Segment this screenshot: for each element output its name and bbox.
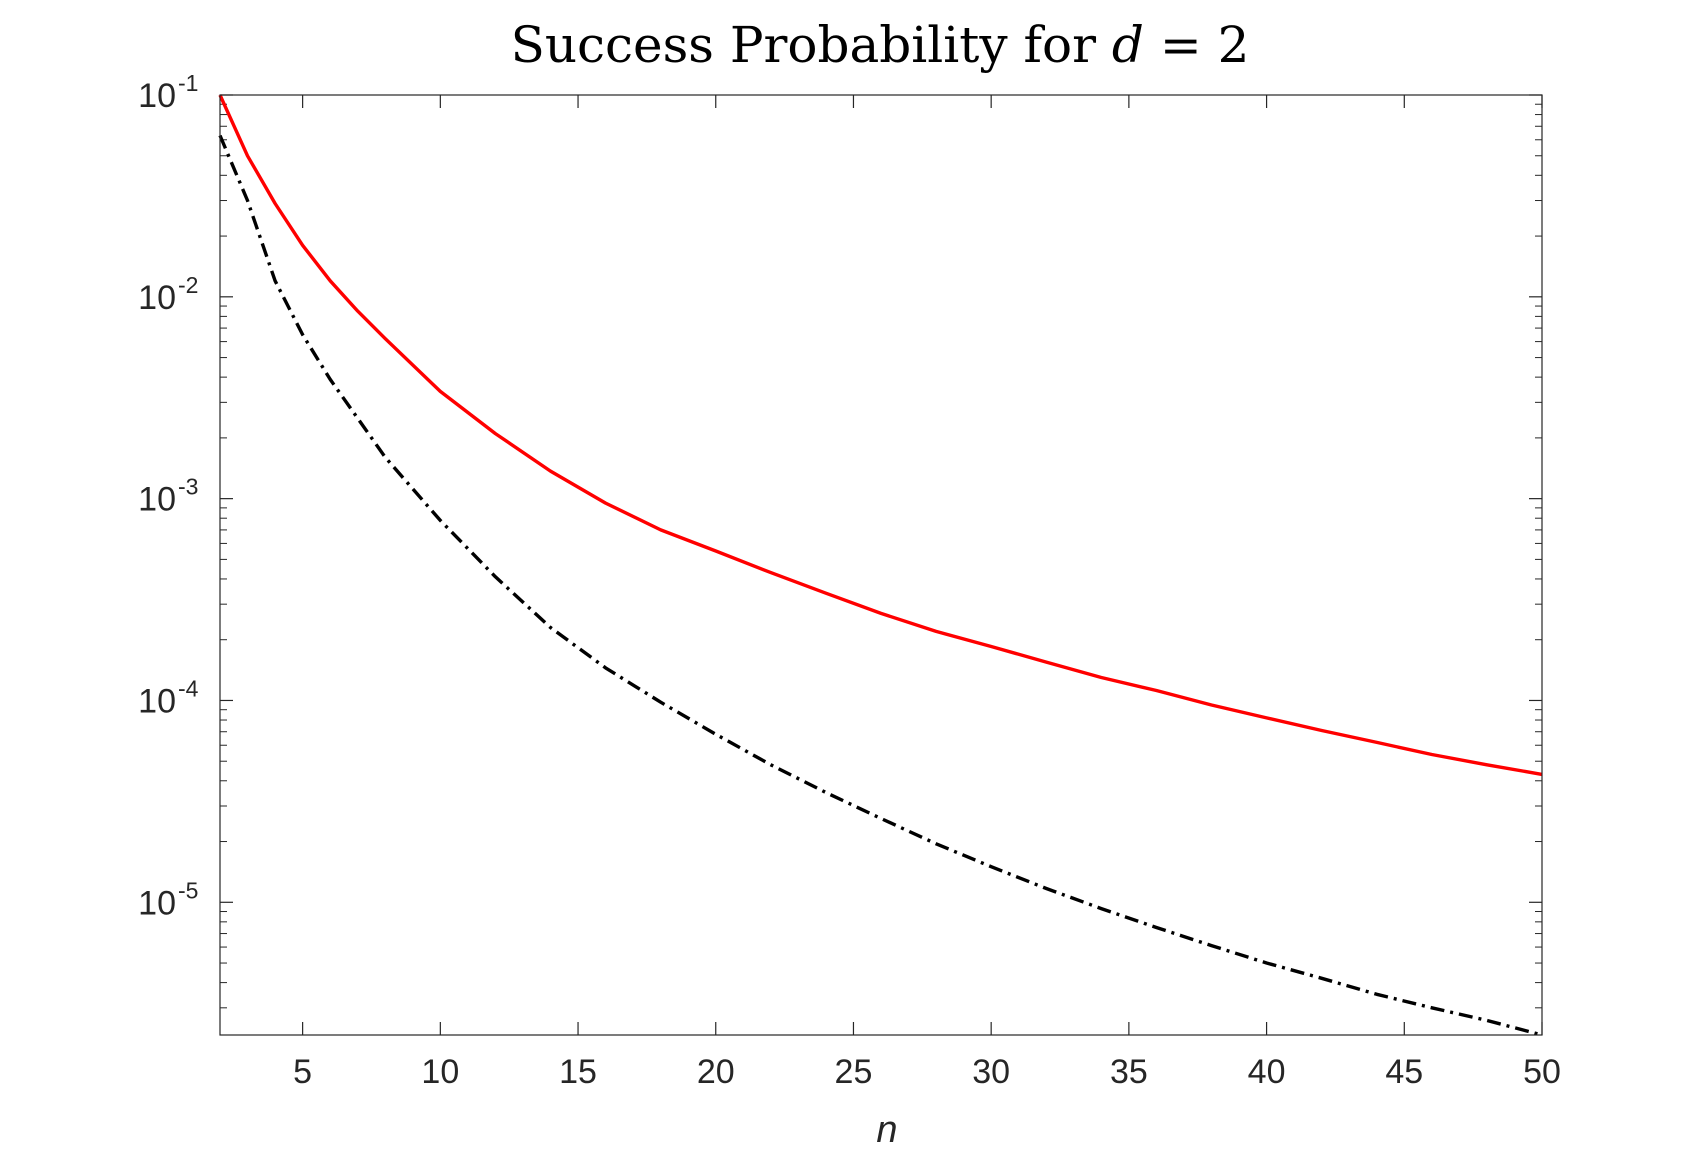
series-line-2	[218, 134, 1543, 1037]
y-tick-label-exponent: -4	[178, 675, 199, 701]
series-line-1	[218, 94, 1543, 777]
x-tick-label: 35	[1110, 1053, 1148, 1091]
y-tick-label-base: 10	[138, 481, 176, 519]
y-tick-label-base: 10	[138, 682, 176, 720]
x-axis-label: n	[876, 1109, 897, 1151]
y-tick-label-exponent: -5	[178, 877, 198, 903]
y-axis: 10-110-210-310-410-5	[138, 70, 1542, 922]
y-tick-label: 10	[138, 884, 176, 922]
y-tick-label: 10	[138, 481, 176, 519]
y-tick-label-exponent: -1	[178, 70, 198, 96]
chart-title-prefix: Success Probability for	[511, 16, 1112, 74]
x-axis: 5 10 15 20 25 30 35 40 45 50	[293, 95, 1561, 1091]
y-tick-label: 10	[138, 279, 176, 317]
y-tick-label: 10	[138, 682, 176, 720]
y-tick-label-base: 10	[138, 77, 176, 115]
y-tick-label-exponent: -2	[178, 272, 198, 298]
x-tick-label: 50	[1523, 1053, 1561, 1091]
x-tick-label: 20	[697, 1053, 735, 1091]
chart-title-variable: d	[1112, 16, 1144, 74]
plot-frame	[219, 94, 1543, 1036]
y-tick-label-base: 10	[138, 279, 176, 317]
chart-title: Success Probability for d = 2	[511, 16, 1250, 74]
x-tick-label: 45	[1385, 1053, 1423, 1091]
x-tick-label: 30	[972, 1053, 1010, 1091]
x-tick-label: 25	[835, 1053, 873, 1091]
plot-area	[220, 95, 1542, 1035]
minor-ticks	[220, 103, 1542, 1009]
x-tick-label: 40	[1248, 1053, 1286, 1091]
chart-title-relation: = 2	[1144, 16, 1250, 74]
y-tick-label: 10	[138, 77, 176, 115]
series-layer	[218, 94, 1543, 1037]
x-tick-label: 10	[421, 1053, 459, 1091]
y-tick-label-base: 10	[138, 884, 176, 922]
y-tick-label-exponent: -3	[178, 474, 198, 500]
x-tick-label: 5	[293, 1053, 312, 1091]
x-tick-label: 15	[559, 1053, 597, 1091]
